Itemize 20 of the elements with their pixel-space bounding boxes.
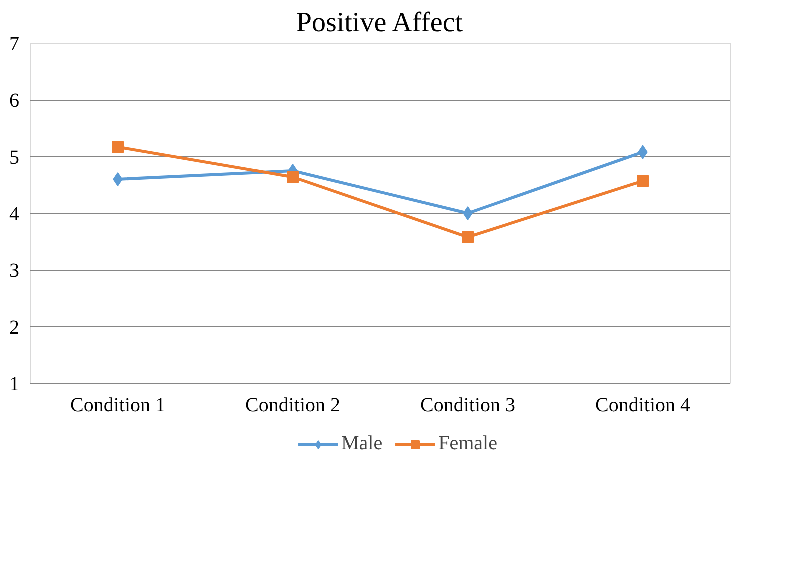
y-tick-label: 7 bbox=[10, 34, 20, 56]
y-tick-label: 6 bbox=[10, 90, 20, 112]
x-tick-label: Condition 1 bbox=[70, 394, 166, 416]
y-tick-label: 1 bbox=[10, 374, 20, 396]
chart-title: Positive Affect bbox=[296, 8, 464, 38]
y-tick-label: 2 bbox=[10, 316, 20, 339]
point bbox=[112, 141, 124, 154]
point bbox=[287, 171, 299, 184]
x-tick-label: Condition 2 bbox=[245, 394, 341, 416]
legend-label: Female bbox=[438, 432, 498, 456]
legend-label: Male bbox=[342, 432, 383, 456]
y-tick-label: 5 bbox=[10, 146, 20, 169]
x-tick-label: Condition 4 bbox=[595, 394, 691, 416]
point bbox=[637, 175, 649, 188]
point bbox=[463, 206, 473, 220]
point bbox=[113, 172, 123, 186]
x-tick-label: Condition 3 bbox=[420, 394, 516, 416]
y-tick-label: 4 bbox=[10, 204, 20, 226]
y-tick-label: 3 bbox=[10, 260, 20, 282]
point bbox=[462, 231, 474, 244]
